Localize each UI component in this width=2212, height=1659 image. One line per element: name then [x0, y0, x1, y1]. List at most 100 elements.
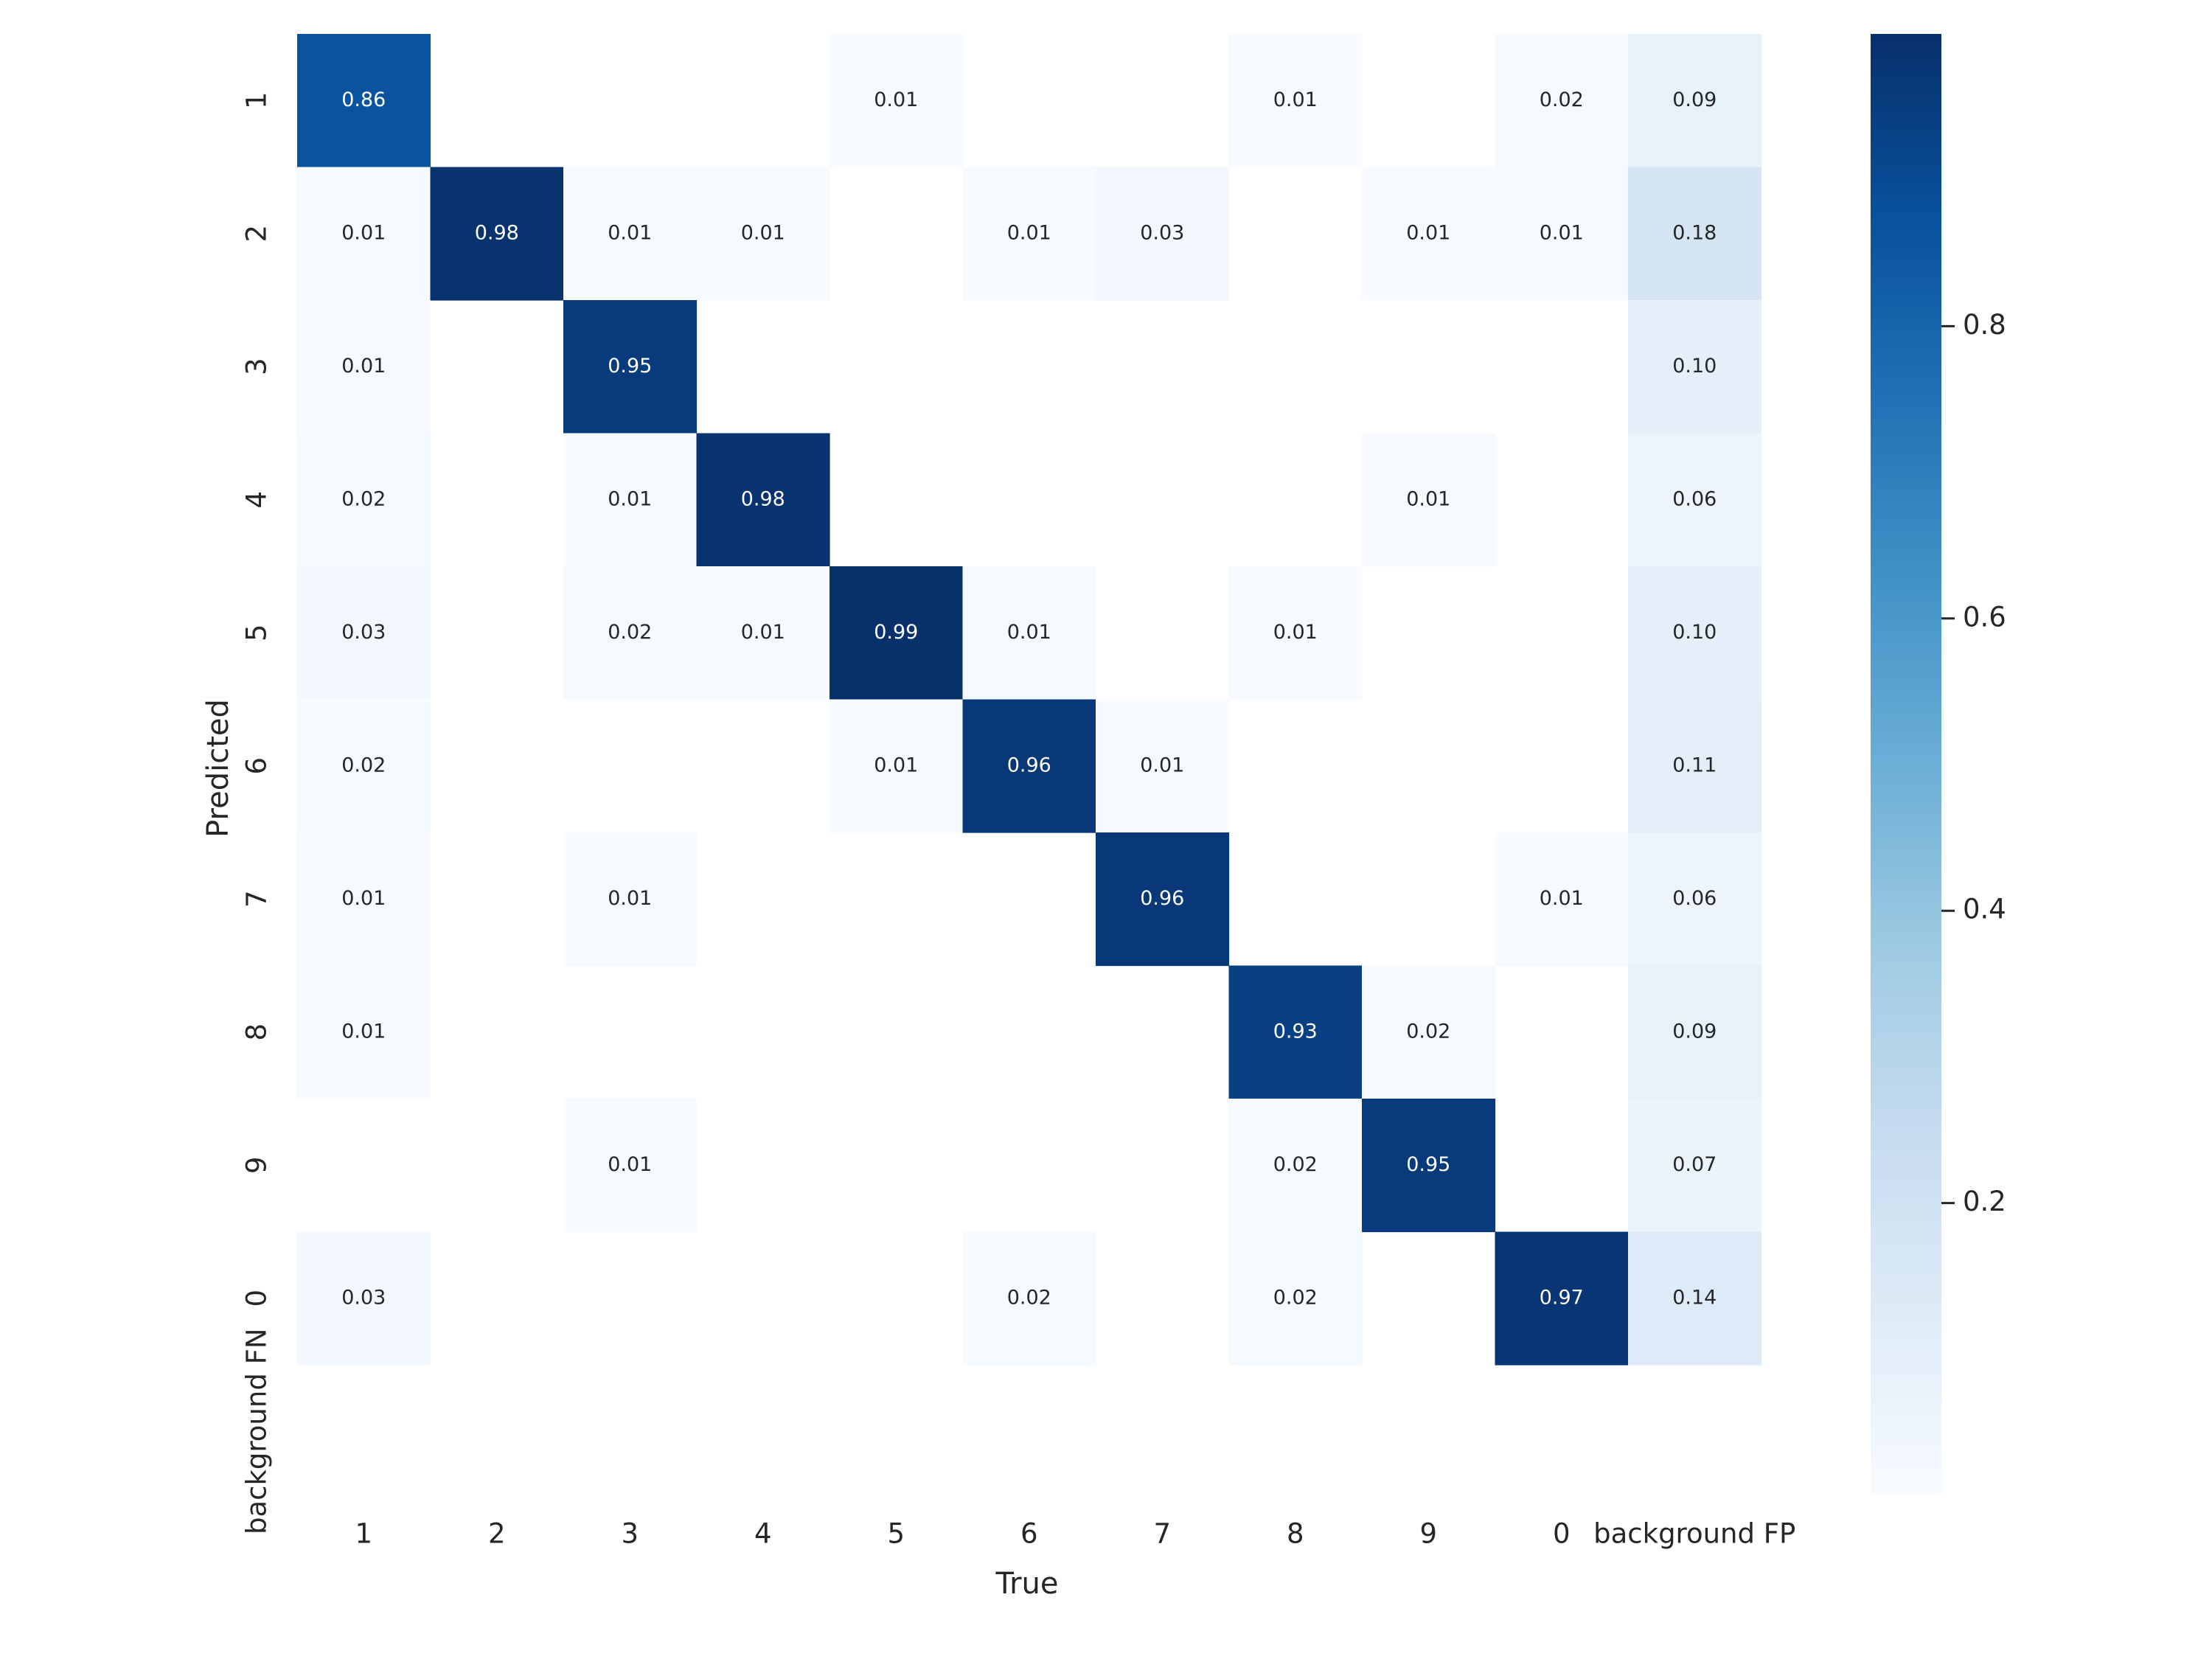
heatmap-cell — [1495, 832, 1629, 967]
cell-value-label: 0.97 — [1540, 1286, 1584, 1309]
colorbar — [1871, 34, 1941, 1495]
heatmap-cell — [1096, 699, 1230, 833]
heatmap-cell — [962, 699, 1096, 833]
y-tick-label: 3 — [241, 358, 273, 375]
cell-value-label: 0.01 — [341, 221, 386, 244]
cell-value-label: 0.10 — [1672, 355, 1717, 378]
cell-value-label: 0.01 — [1540, 221, 1584, 244]
heatmap-cell — [563, 433, 698, 567]
heatmap-cell — [1628, 832, 1762, 967]
heatmap-cell — [830, 34, 964, 168]
heatmap-cell — [1628, 1099, 1762, 1233]
x-tick-label: 0 — [1553, 1518, 1571, 1550]
heatmap-cell — [563, 1099, 698, 1233]
y-tick-label: 9 — [241, 1156, 273, 1174]
heatmap-cell — [1495, 1231, 1629, 1366]
heatmap-cell — [297, 566, 431, 700]
heatmap-cell — [1228, 1231, 1363, 1366]
cell-value-label: 0.01 — [1140, 754, 1184, 776]
heatmap-cell — [297, 34, 431, 168]
x-tick-label: 6 — [1020, 1518, 1038, 1550]
heatmap-cell — [1228, 566, 1363, 700]
cell-value-label: 0.02 — [1540, 88, 1584, 111]
cell-value-label: 0.01 — [1540, 887, 1584, 910]
heatmap-cell — [563, 167, 698, 301]
cell-value-label: 0.98 — [475, 221, 519, 244]
cell-value-label: 0.96 — [1140, 887, 1184, 910]
colorbar-tick-label: 0.6 — [1963, 601, 2006, 633]
cell-value-label: 0.93 — [1273, 1020, 1318, 1043]
cell-value-label: 0.01 — [1406, 487, 1450, 510]
cell-value-label: 0.01 — [1007, 221, 1051, 244]
heatmap-cell — [430, 167, 564, 301]
heatmap-cell — [563, 300, 698, 434]
colorbar-ticks: 0.2 0.4 0.6 0.8 — [1941, 309, 2006, 1217]
heatmap-cell — [297, 965, 431, 1099]
y-tick-label: background FN — [241, 1328, 273, 1534]
cell-value-label: 0.01 — [1406, 221, 1450, 244]
cell-value-label: 0.01 — [1273, 621, 1318, 644]
y-tick-label: 7 — [241, 890, 273, 908]
cell-value-label: 0.98 — [741, 487, 785, 510]
x-axis-tick-labels: 1 2 3 4 5 6 7 8 9 0 background FP — [355, 1518, 1795, 1550]
cell-value-label: 0.06 — [1672, 887, 1717, 910]
heatmap-cell — [1628, 167, 1762, 301]
y-tick-label: 5 — [241, 624, 273, 641]
cell-value-label: 0.01 — [874, 88, 918, 111]
heatmap-cell — [962, 1231, 1096, 1366]
heatmap-cell — [1628, 1231, 1762, 1366]
cell-value-label: 0.01 — [1273, 88, 1318, 111]
heatmap-cell — [1628, 965, 1762, 1099]
heatmap-cell — [830, 699, 964, 833]
heatmap-cell — [297, 832, 431, 967]
x-tick-label: 3 — [621, 1518, 639, 1550]
cell-value-label: 0.11 — [1672, 754, 1717, 776]
cell-value-label: 0.03 — [341, 1286, 386, 1309]
heatmap-cell-labels: 0.86 0.01 0.01 0.02 0.09 0.01 0.98 0.01 0.01 0.01… — [341, 88, 1717, 1310]
heatmap-cell — [1362, 1099, 1496, 1233]
heatmap-cell — [1362, 965, 1496, 1099]
cell-value-label: 0.01 — [341, 1020, 386, 1043]
y-tick-label: 2 — [241, 225, 273, 243]
cell-value-label: 0.01 — [608, 887, 652, 910]
cell-value-label: 0.10 — [1672, 621, 1717, 644]
x-tick-label: 9 — [1419, 1518, 1437, 1550]
cell-value-label: 0.95 — [1406, 1153, 1450, 1176]
heatmap-cell — [830, 566, 964, 700]
cell-value-label: 0.06 — [1672, 487, 1717, 510]
heatmap-cell — [297, 1231, 431, 1366]
colorbar-tick-label: 0.2 — [1963, 1186, 2006, 1217]
heatmap-cell — [1628, 699, 1762, 833]
heatmap-cell — [1495, 34, 1629, 168]
heatmap-cell — [297, 300, 431, 434]
heatmap-cell — [696, 433, 830, 567]
heatmap-cell — [962, 167, 1096, 301]
y-axis-tick-labels: 1 2 3 4 5 6 7 8 9 0 background FN — [241, 91, 273, 1534]
y-tick-label: 4 — [241, 491, 273, 509]
cell-value-label: 0.02 — [608, 621, 652, 644]
cell-value-label: 0.02 — [1007, 1286, 1051, 1309]
cell-value-label: 0.18 — [1672, 221, 1717, 244]
heatmap-cell — [1628, 433, 1762, 567]
cell-value-label: 0.09 — [1672, 88, 1717, 111]
cell-value-label: 0.03 — [341, 621, 386, 644]
cell-value-label: 0.01 — [741, 221, 785, 244]
cell-value-label: 0.01 — [741, 621, 785, 644]
heatmap-cell — [1362, 433, 1496, 567]
heatmap-cell — [1228, 1099, 1363, 1233]
cell-value-label: 0.02 — [1273, 1286, 1318, 1309]
cell-value-label: 0.09 — [1672, 1020, 1717, 1043]
x-tick-label: 5 — [887, 1518, 905, 1550]
x-tick-label: background FP — [1593, 1518, 1795, 1550]
x-tick-label: 8 — [1287, 1518, 1304, 1550]
x-tick-label: 4 — [754, 1518, 772, 1550]
cell-value-label: 0.01 — [608, 1153, 652, 1176]
heatmap-cell — [297, 699, 431, 833]
heatmap-cell — [1628, 34, 1762, 168]
cell-value-label: 0.01 — [1007, 621, 1051, 644]
colorbar-tick-label: 0.8 — [1963, 309, 2006, 341]
heatmap-cell — [1096, 167, 1230, 301]
cell-value-label: 0.01 — [874, 754, 918, 776]
cell-value-label: 0.02 — [1406, 1020, 1450, 1043]
